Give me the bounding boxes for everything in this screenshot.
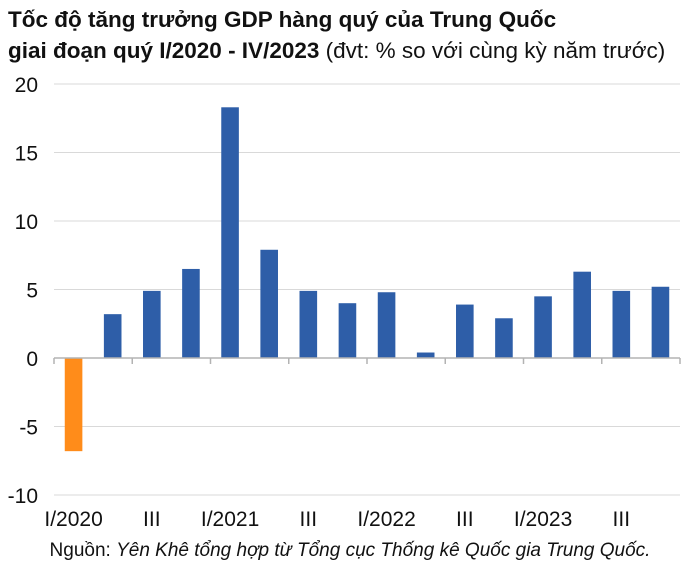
x-axis [53, 357, 681, 364]
x-tick-label: III [143, 508, 161, 531]
y-tick-label: 0 [26, 348, 38, 371]
y-tick-label: 15 [15, 143, 38, 166]
x-tick-label: I/2023 [514, 508, 572, 531]
title-line-1: Tốc độ tăng trưởng GDP hàng quý của Trun… [8, 7, 557, 32]
bar-iv-2022 [495, 318, 513, 358]
y-tick-label: 10 [15, 211, 38, 234]
bar-i-2020 [64, 358, 83, 452]
bar-iv-2021 [338, 303, 357, 358]
y-tick-label: 20 [15, 74, 38, 97]
y-axis-labels: -10 -5 0 5 10 15 20 [8, 74, 38, 508]
bar-ii-2020 [103, 314, 122, 358]
x-tick-label: III [300, 508, 318, 531]
bar-i-2021 [221, 107, 239, 358]
x-tick-label: III [456, 508, 474, 531]
bar-i-2023 [534, 296, 552, 358]
gridlines [54, 83, 680, 496]
chart-title: Tốc độ tăng trưởng GDP hàng quý của Trun… [8, 4, 698, 66]
bar-i-2022 [377, 292, 396, 358]
bar-iii-2023 [612, 290, 631, 358]
title-period: giai đoạn quý I/2020 - IV/2023 [8, 38, 320, 63]
source-text: Yên Khê tổng hợp từ Tổng cục Thống kê Qu… [116, 540, 651, 561]
bar-iv-2020 [182, 268, 200, 358]
y-tick-label: -10 [8, 485, 38, 508]
y-tick-label: 5 [26, 280, 38, 303]
x-tick-label: I/2022 [357, 508, 415, 531]
bar-ii-2022 [416, 352, 435, 358]
bar-ii-2021 [260, 249, 278, 358]
source-note: Nguồn: Yên Khê tổng hợp từ Tổng cục Thốn… [0, 540, 700, 562]
y-tick-label: -5 [19, 417, 38, 440]
bars [64, 107, 670, 452]
source-label: Nguồn: [49, 540, 117, 561]
title-line-2: giai đoạn quý I/2020 - IV/2023 (đvt: % s… [8, 35, 698, 66]
x-axis-labels: I/2020 III I/2021 III I/2022 III I/2023 III [44, 508, 630, 531]
bar-ii-2023 [573, 271, 591, 358]
x-tick-label: I/2021 [201, 508, 259, 531]
bar-iv-2023 [651, 286, 670, 358]
x-tick-label: I/2020 [44, 508, 102, 531]
bar-iii-2021 [299, 290, 318, 358]
bar-iii-2022 [456, 304, 474, 358]
title-unit: (đvt: % so với cùng kỳ năm trước) [319, 38, 666, 63]
bar-iii-2020 [143, 290, 161, 358]
x-tick-label: III [613, 508, 631, 531]
